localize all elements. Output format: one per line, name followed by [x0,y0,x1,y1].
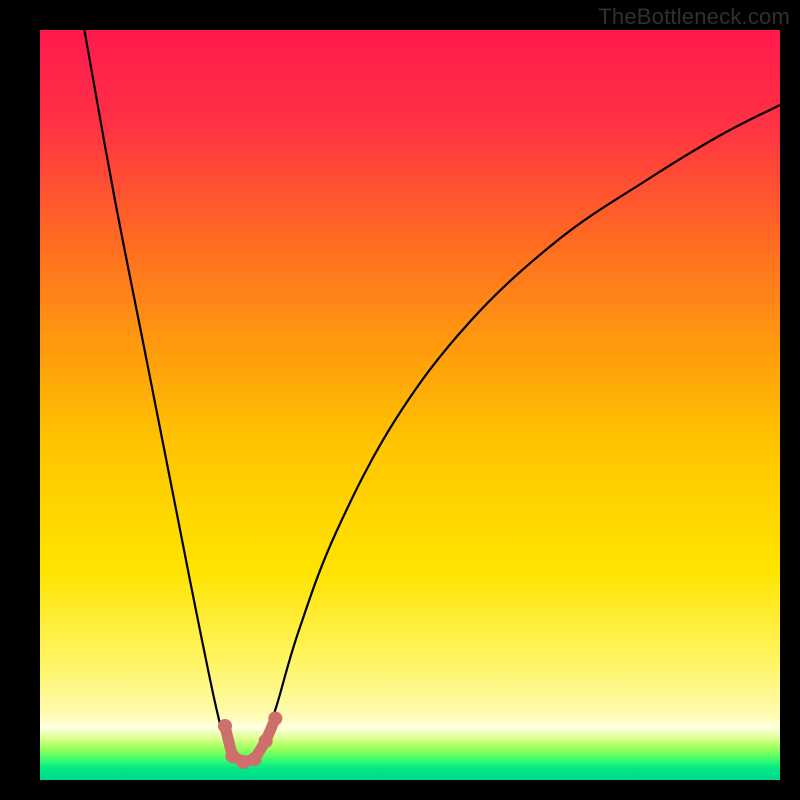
watermark-text: TheBottleneck.com [598,4,790,30]
plot-svg [0,0,800,800]
bottom-point [268,712,282,726]
gradient-rect [40,30,780,780]
bottom-point [259,734,273,748]
bottom-point [218,719,232,733]
bottom-point [248,752,262,766]
